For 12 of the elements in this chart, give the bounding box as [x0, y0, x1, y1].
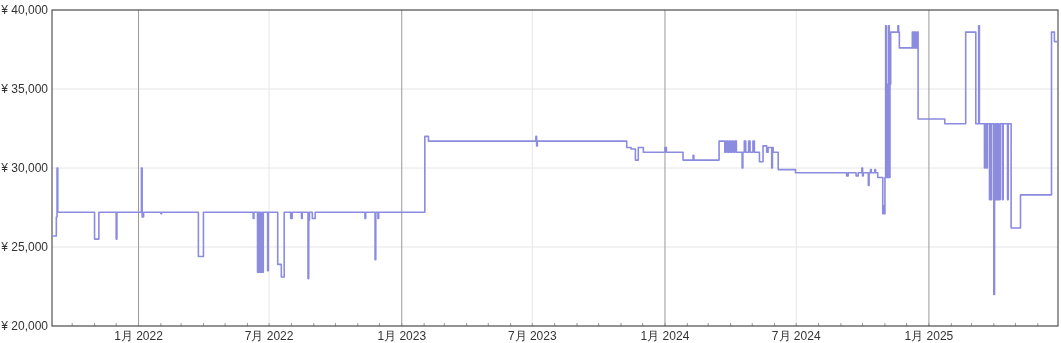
y-tick-label: ¥ 30,000	[0, 161, 49, 175]
y-tick-label: ¥ 25,000	[0, 240, 49, 254]
x-tick-label: 7月 2024	[771, 329, 821, 343]
x-tick-label: 7月 2023	[507, 329, 557, 343]
y-tick-label: ¥ 20,000	[0, 319, 49, 333]
y-tick-label: ¥ 35,000	[0, 82, 49, 96]
x-tick-label: 1月 2025	[904, 329, 954, 343]
x-tick-label: 1月 2022	[114, 329, 164, 343]
x-tick-label: 1月 2023	[377, 329, 427, 343]
y-tick-label: ¥ 40,000	[0, 3, 49, 17]
x-tick-label: 7月 2022	[244, 329, 294, 343]
x-tick-label: 1月 2024	[640, 329, 690, 343]
